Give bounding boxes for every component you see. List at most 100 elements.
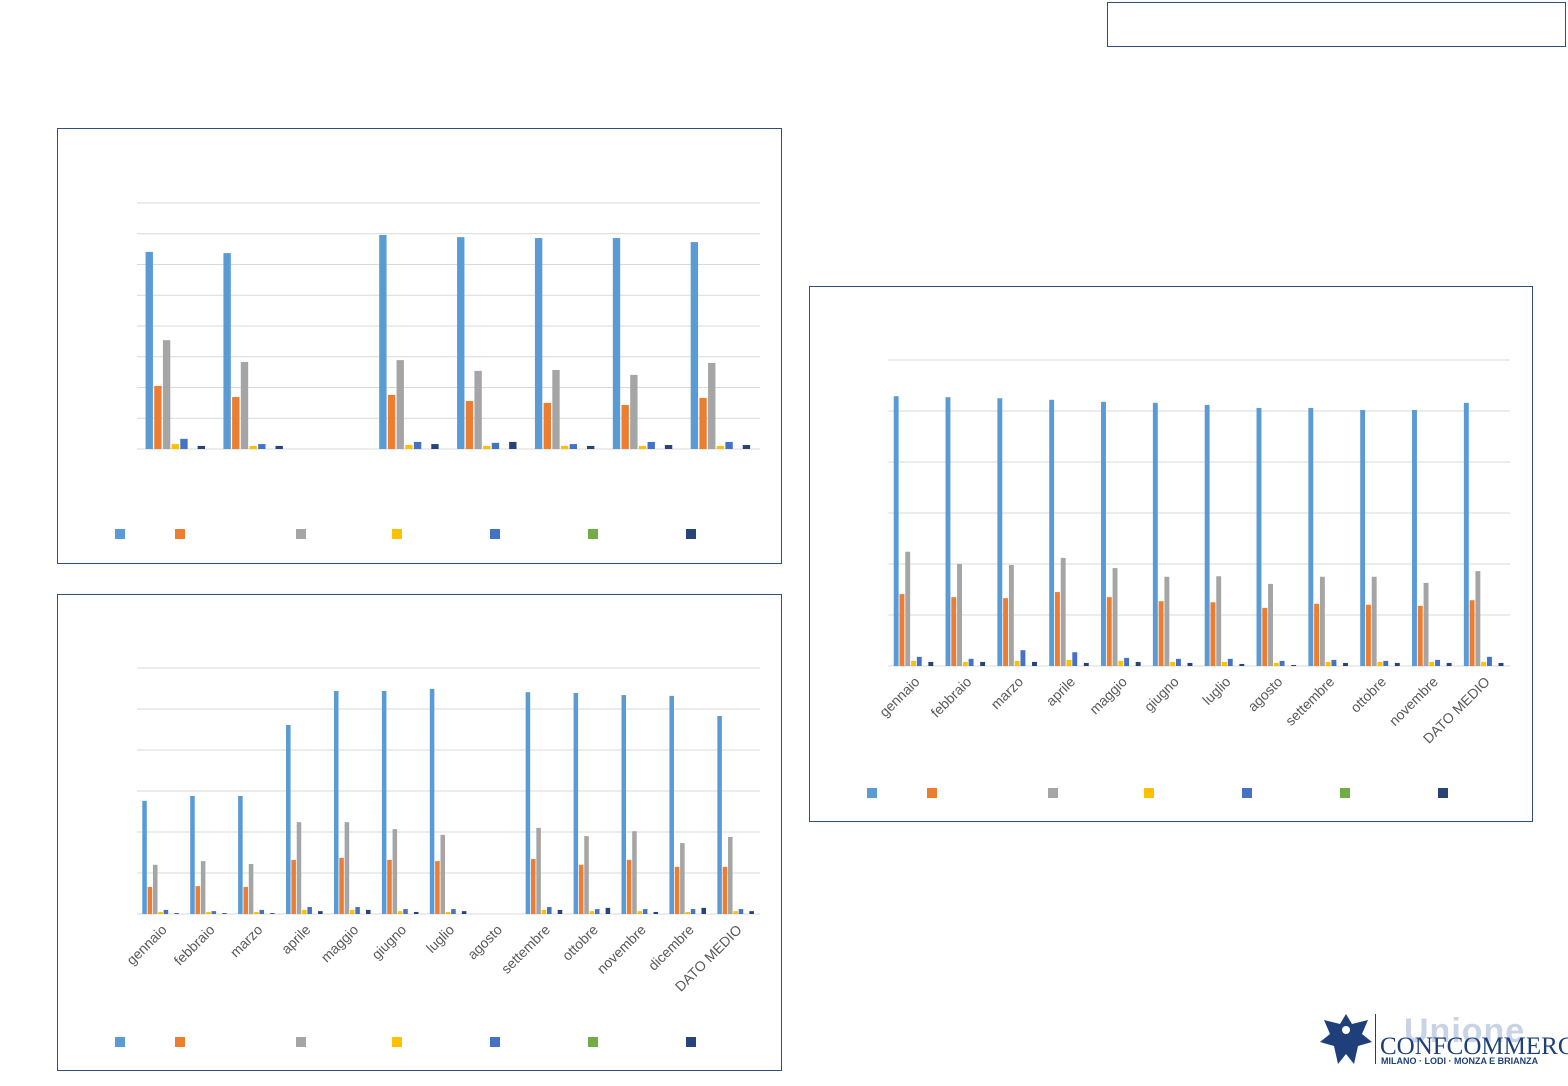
bar [1204, 404, 1210, 666]
bar [302, 909, 307, 914]
x-tick-label: agosto [464, 921, 505, 962]
bar [1365, 604, 1371, 666]
bar [457, 237, 465, 449]
legend-swatch [588, 1037, 598, 1047]
bar [461, 911, 467, 914]
bar [653, 911, 659, 914]
legend-swatch [1048, 788, 1058, 798]
x-tick-label: gennaio [876, 673, 923, 720]
bar [536, 827, 541, 914]
bar [171, 444, 179, 449]
bar [621, 405, 629, 449]
bar [1106, 597, 1112, 666]
bar [1124, 657, 1130, 666]
bar [440, 834, 446, 914]
bar [584, 836, 589, 914]
bar [1020, 650, 1026, 666]
legend-swatch [1438, 788, 1448, 798]
bar [355, 907, 360, 914]
bar [543, 402, 551, 449]
bar [1256, 407, 1262, 666]
bar [997, 398, 1003, 666]
x-tick-label: maggio [1086, 673, 1130, 717]
bar [147, 886, 153, 914]
bar [738, 909, 744, 914]
bar [154, 385, 162, 449]
x-tick-label: aprile [278, 921, 314, 957]
bar [968, 658, 974, 666]
bar [152, 864, 158, 914]
bar [243, 886, 248, 914]
bar [180, 438, 188, 449]
bar [630, 374, 638, 449]
legend-swatch [490, 1037, 500, 1047]
bar [1175, 658, 1181, 666]
bar [275, 445, 283, 449]
legend-swatch [927, 788, 937, 798]
bar [1394, 662, 1400, 666]
bar [1319, 576, 1325, 666]
chart: gennaio febbraio marzo aprile maggio giugno lu… [115, 667, 760, 1047]
chart: gennaio febbraio marzo aprile maggio giugno lu… [867, 359, 1510, 798]
bar [1291, 664, 1297, 666]
bar [1101, 401, 1106, 666]
bar [163, 909, 169, 914]
bar [1481, 661, 1487, 666]
bar [296, 822, 302, 914]
bar [286, 724, 291, 914]
x-tick-label: giugno [368, 921, 409, 962]
x-tick-label: marzo [227, 921, 266, 960]
bar [1446, 662, 1452, 666]
bar [1377, 661, 1383, 666]
bar [1170, 661, 1176, 666]
bar [1032, 661, 1037, 666]
bar [612, 238, 621, 449]
bar [1222, 661, 1227, 666]
legend-swatch [490, 529, 500, 539]
bar [413, 911, 419, 914]
bar [1268, 583, 1273, 666]
bar [206, 911, 211, 914]
x-tick-label: novembre [594, 921, 649, 976]
bar [474, 370, 482, 449]
bar [1262, 607, 1268, 666]
bar [158, 911, 163, 914]
bar [626, 859, 632, 914]
bar [701, 907, 707, 914]
x-tick-label: aprile [1043, 673, 1079, 709]
bar [699, 397, 707, 449]
bar [248, 863, 254, 914]
bar [605, 907, 611, 914]
bar [413, 441, 422, 449]
legend-swatch [686, 1037, 696, 1047]
bar [578, 864, 584, 914]
bar [145, 251, 153, 449]
bar [200, 861, 206, 914]
bar [249, 445, 257, 449]
bar [396, 360, 404, 449]
bar [254, 911, 259, 914]
bar [1383, 660, 1389, 666]
bar [1060, 557, 1066, 666]
bar [190, 795, 195, 914]
bar [270, 913, 275, 914]
bar [534, 238, 543, 449]
bar [162, 340, 171, 449]
bar [690, 242, 699, 449]
x-tick-label: agosto [1244, 673, 1285, 714]
bar [1435, 659, 1441, 666]
bar [1216, 576, 1222, 666]
legend-swatch [115, 1037, 125, 1047]
bar [1498, 662, 1504, 666]
legend-swatch [115, 529, 125, 539]
x-tick-label: febbraio [171, 921, 218, 968]
chart [115, 202, 760, 539]
bar [1158, 601, 1164, 666]
bar [1135, 661, 1141, 666]
logo-name: CONFCOMMERCIO [1380, 1033, 1568, 1060]
bar [916, 656, 922, 666]
bar [637, 911, 643, 914]
bar [680, 843, 685, 914]
x-tick-label: luglio [1199, 673, 1234, 708]
bar [259, 909, 265, 914]
